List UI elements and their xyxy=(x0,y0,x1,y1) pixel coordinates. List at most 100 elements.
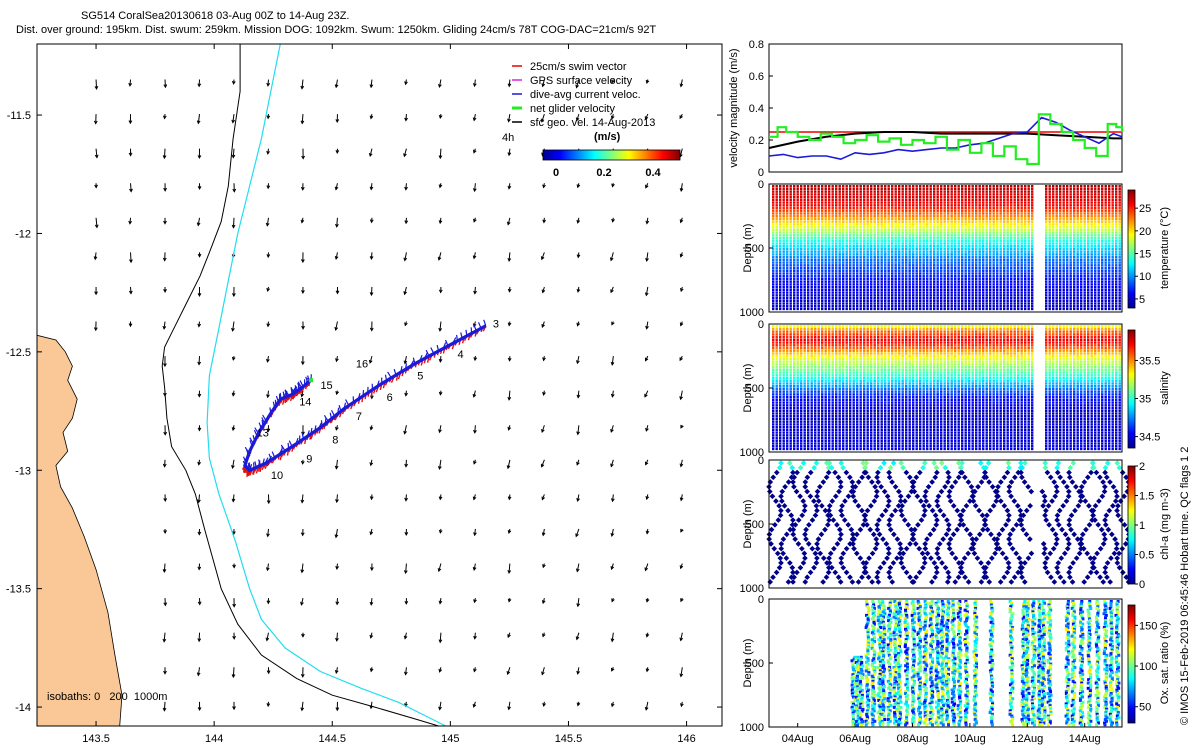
velocity-arrow xyxy=(646,598,649,602)
dive-avg-vector xyxy=(325,418,326,424)
depth-tick-label: 1000 xyxy=(740,307,764,319)
velocity-arrow xyxy=(576,633,579,640)
land-polygon xyxy=(37,335,122,726)
velocity-arrow xyxy=(645,460,648,465)
velocity-arrow xyxy=(646,425,649,431)
dive-avg-vector xyxy=(332,410,335,416)
velocity-arrow xyxy=(611,529,614,536)
map-x-tick-label: 143.5 xyxy=(82,733,110,745)
velocity-arrow xyxy=(611,425,614,432)
track-label: 9 xyxy=(306,453,312,465)
velocity-arrow xyxy=(267,114,270,118)
velocity-arrow xyxy=(163,252,166,260)
velocity-arrow xyxy=(130,183,133,191)
track-label: 15 xyxy=(320,380,332,392)
velocity-arrow xyxy=(198,322,201,327)
velocity-arrow xyxy=(646,183,649,188)
velocity-arrow xyxy=(405,218,408,223)
velocity-arrow xyxy=(439,322,442,331)
velocity-arrow xyxy=(404,149,407,157)
velocity-arrow xyxy=(576,529,579,536)
velocity-arrow xyxy=(577,460,580,465)
velocity-arrow xyxy=(336,702,339,710)
velocity-arrow xyxy=(645,356,648,361)
dive-avg-vector xyxy=(363,390,364,396)
velocity-arrow xyxy=(370,460,373,465)
velocity-arrow xyxy=(508,494,511,499)
velocity-arrow xyxy=(370,529,373,534)
velocity-arrow xyxy=(508,80,511,87)
velocity-arrow xyxy=(267,287,270,291)
colorbar-tick-label: 35.5 xyxy=(1139,355,1160,367)
velocity-arrow xyxy=(610,252,613,260)
date-tick-label: 04Aug xyxy=(782,733,814,745)
velocity-arrow xyxy=(439,183,442,187)
velocity-arrow xyxy=(404,633,407,639)
velocity-arrow xyxy=(612,183,615,186)
velocity-y-tick-label: 0.6 xyxy=(749,71,764,83)
legend-swim: 25cm/s swim vector xyxy=(530,61,627,73)
velocity-arrow xyxy=(542,322,545,327)
velocity-arrow xyxy=(267,356,270,362)
velocity-arrow xyxy=(439,425,442,432)
velocity-arrow xyxy=(680,494,683,500)
velocity-arrow xyxy=(163,322,166,329)
velocity-arrow xyxy=(95,218,98,228)
velocity-arrow xyxy=(164,598,167,605)
velocity-arrow xyxy=(164,356,167,366)
velocity-arrow xyxy=(95,287,98,294)
velocity-arrow xyxy=(439,702,442,710)
velocity-arrow xyxy=(198,633,201,641)
velocity-arrow xyxy=(577,702,580,706)
depth-tick-label: 1000 xyxy=(740,722,764,734)
colorbar xyxy=(1128,466,1135,584)
velocity-arrow xyxy=(612,218,615,222)
velocity-arrow xyxy=(508,425,511,430)
velocity-arrow xyxy=(129,80,132,86)
velocity-arrow xyxy=(370,667,373,671)
velocity-arrow xyxy=(129,114,132,123)
velocity-arrow xyxy=(405,494,408,500)
velocity-arrow xyxy=(474,287,477,294)
velocity-arrow xyxy=(197,667,200,675)
velocity-arrow xyxy=(577,391,580,398)
velocity-arrow xyxy=(680,218,683,223)
dive-avg-vector xyxy=(457,335,458,341)
velocity-arrow xyxy=(439,598,442,603)
velocity-arrow xyxy=(336,494,339,502)
velocity-arrow xyxy=(645,564,648,571)
velocity-arrow xyxy=(508,322,511,326)
velocity-arrow xyxy=(198,252,201,256)
colorbar-tick-label: 0.5 xyxy=(1139,550,1154,562)
velocity-arrow xyxy=(474,460,477,464)
velocity-arrow xyxy=(680,667,683,676)
velocity-arrow xyxy=(577,425,580,434)
velocity-arrow xyxy=(266,218,269,226)
track-label: 13 xyxy=(257,427,269,439)
velocity-arrow xyxy=(164,218,167,224)
velocity-arrow xyxy=(232,494,235,501)
velocity-arrow xyxy=(232,114,235,122)
velocity-arrow xyxy=(645,702,648,710)
velocity-arrow xyxy=(680,460,683,467)
velocity-arrow xyxy=(232,218,235,228)
velocity-arrow xyxy=(646,218,649,224)
velocity-arrow xyxy=(129,287,132,294)
velocity-arrow xyxy=(404,564,407,574)
velocity-arrow xyxy=(369,356,372,363)
velocity-arrow xyxy=(267,598,270,603)
colorbar-label: Ox. sat. ratio (%) xyxy=(1159,622,1171,705)
velocity-arrow xyxy=(267,322,270,327)
velocity-arrow xyxy=(611,702,614,706)
velocity-arrow xyxy=(163,633,166,642)
velocity-arrow xyxy=(508,702,511,710)
velocity-arrow xyxy=(335,252,338,259)
velocity-arrow xyxy=(473,183,476,191)
velocity-arrow xyxy=(611,667,614,671)
velocity-arrow xyxy=(646,252,649,261)
velocity-arrow xyxy=(198,391,201,397)
velocity-arrow xyxy=(577,598,580,606)
velocity-arrow xyxy=(473,391,476,397)
velocity-arrow xyxy=(577,252,580,257)
velocity-arrow xyxy=(507,460,510,468)
